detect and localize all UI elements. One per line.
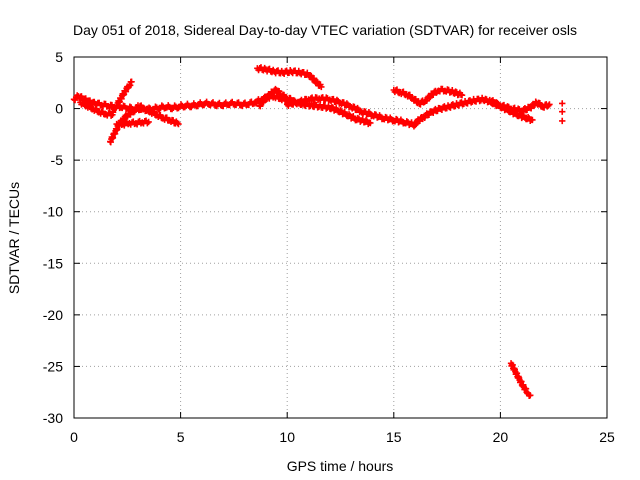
series-arc-outlier (507, 360, 534, 399)
y-tick-label: 5 (55, 49, 63, 65)
data-point (354, 114, 362, 122)
data-point (175, 120, 182, 128)
data-point (545, 102, 552, 109)
x-tick-label: 25 (599, 429, 615, 445)
y-tick-label: 0 (55, 101, 63, 117)
data-point (144, 119, 151, 127)
series-arc-mid-dip (134, 102, 182, 128)
y-tick-label: -5 (51, 152, 64, 168)
plot-frame (73, 56, 608, 419)
chart-title: Day 051 of 2018, Sidereal Day-to-day VTE… (73, 22, 577, 38)
data-point (426, 94, 433, 102)
y-tick-label: -30 (43, 410, 63, 426)
data-point (280, 91, 288, 99)
data-point (529, 116, 536, 124)
data-point (406, 91, 413, 99)
data-point (337, 107, 344, 114)
y-tick-label: -25 (43, 358, 63, 374)
data-point (107, 112, 115, 119)
data-point (536, 100, 544, 107)
data-point (403, 118, 411, 125)
data-point (275, 87, 283, 95)
data-point (367, 119, 374, 127)
data-point (145, 118, 152, 126)
series-arc-high-mid (254, 64, 325, 91)
x-tick-label: 0 (70, 429, 78, 445)
x-axis-title: GPS time / hours (287, 458, 394, 474)
data-points (70, 64, 566, 399)
x-tick-label: 20 (493, 429, 509, 445)
y-axis-title: SDTVAR / TECUs (6, 182, 22, 294)
data-point (174, 119, 181, 127)
y-tick-label: -10 (43, 204, 63, 220)
series-arc-mid-right (284, 94, 419, 130)
data-point (318, 83, 325, 91)
data-point (527, 392, 534, 399)
series-arc-rising-1 (109, 78, 135, 116)
data-point (263, 95, 270, 103)
x-tick-label: 10 (279, 429, 295, 445)
y-tick-label: -20 (43, 307, 63, 323)
series-arc-hump (256, 85, 297, 110)
series-arc-right-high (390, 85, 466, 108)
x-tick-label: 5 (177, 429, 185, 445)
x-tick-label: 15 (386, 429, 402, 445)
data-point (546, 101, 553, 108)
data-point (559, 100, 566, 107)
data-point (458, 91, 466, 99)
data-point (128, 78, 135, 85)
series-isolated (559, 100, 566, 125)
data-point (559, 108, 566, 115)
data-point (333, 96, 341, 104)
axis-ticks: 0 5 10 15 20 25 5 0 -5 -10 -15 -20 -25 -30 (43, 49, 615, 445)
data-point (559, 117, 566, 125)
data-point (313, 78, 320, 85)
y-tick-label: -15 (43, 255, 63, 271)
series-arc-low-short (113, 117, 152, 129)
series-arc-low-left (77, 99, 116, 119)
series-arc-right-end (486, 97, 553, 116)
